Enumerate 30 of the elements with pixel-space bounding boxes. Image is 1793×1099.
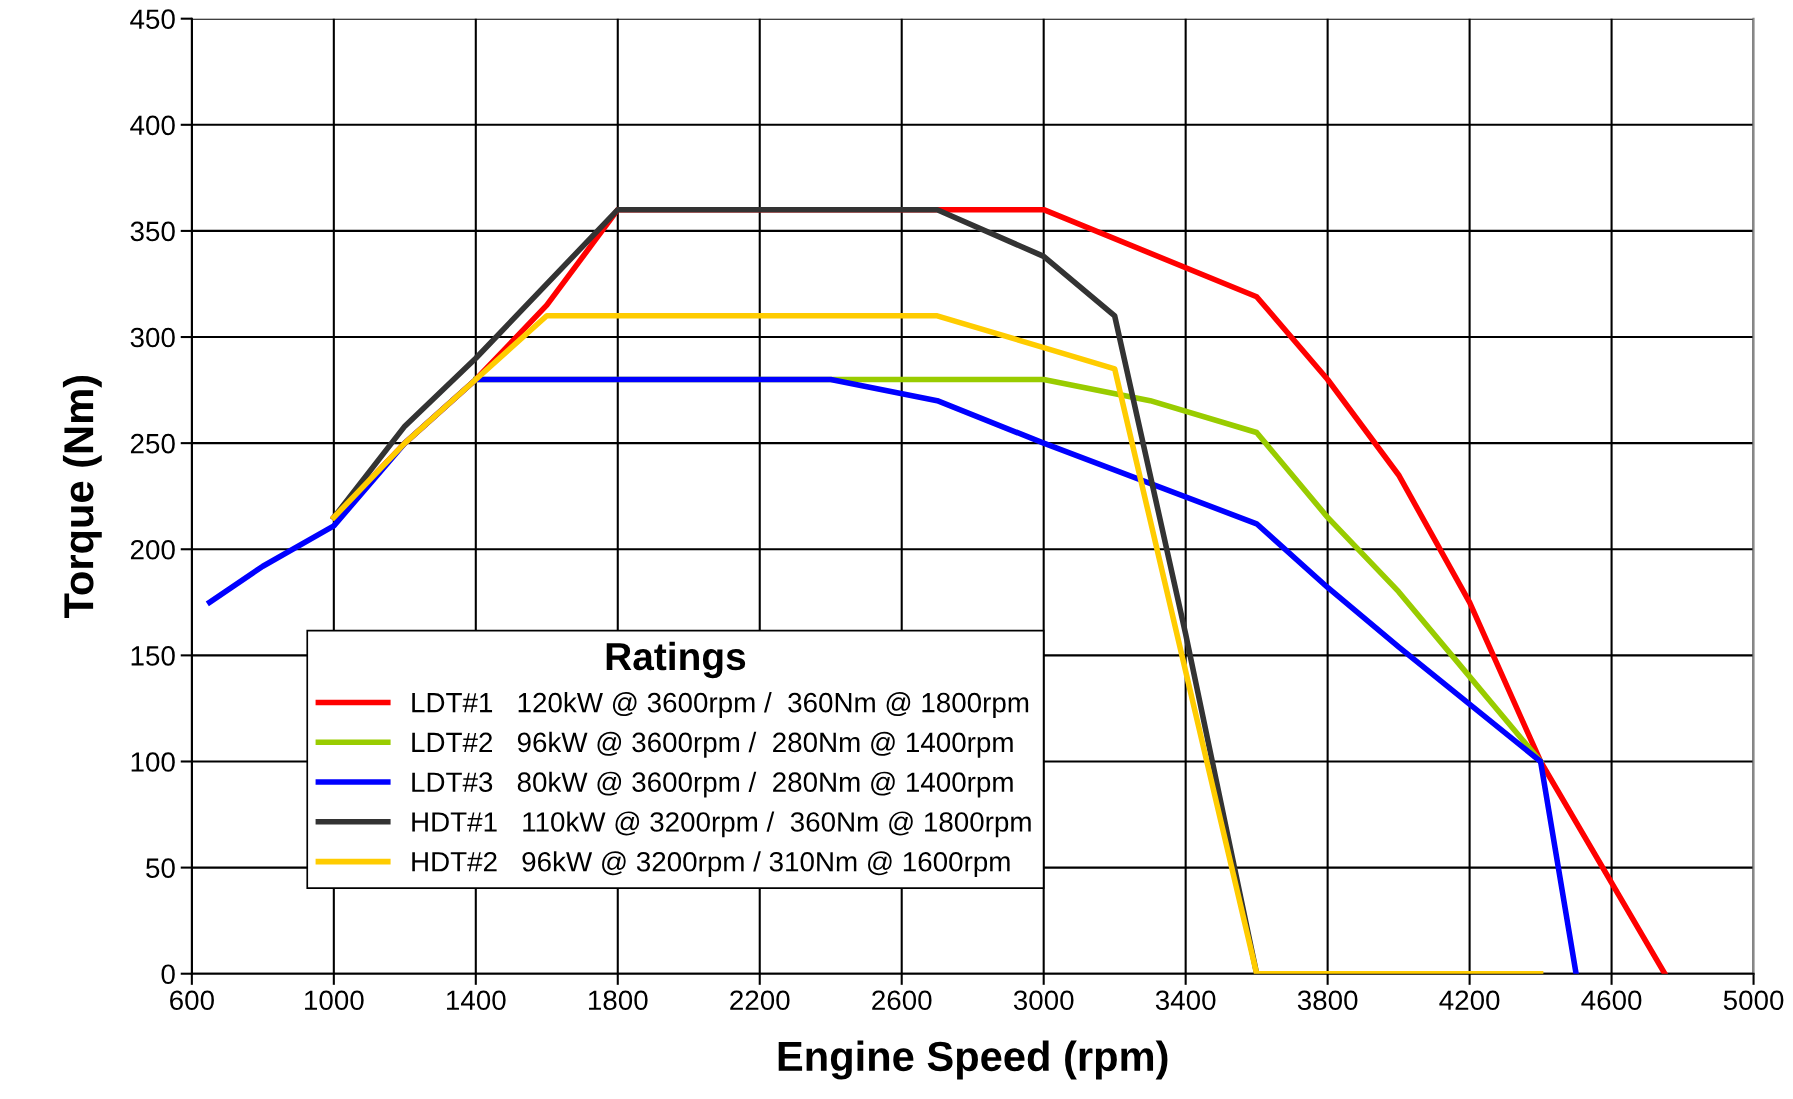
legend-title: Ratings <box>606 641 746 679</box>
y-tick-label: 400 <box>130 115 175 136</box>
legend-label: HDT#2 96kW @ 3200rpm / 310Nm @ 1600rpm <box>412 851 1010 878</box>
y-tick-label: 200 <box>130 539 175 560</box>
y-tick-label: 350 <box>130 221 175 242</box>
x-tick-label: 1400 <box>447 990 506 1011</box>
y-tick-label: 50 <box>146 858 175 878</box>
x-tick-label: 1800 <box>588 990 648 1011</box>
y-tick-label: 300 <box>130 327 175 348</box>
legend-label: LDT#1 120kW @ 3600rpm / 360Nm @ 1800rpm <box>412 692 1029 718</box>
x-tick-label: 600 <box>170 990 214 1011</box>
x-axis-title: Engine Speed (rpm) <box>778 1040 1168 1080</box>
y-tick-label: 450 <box>130 9 175 30</box>
y-tick-label: 150 <box>131 646 175 666</box>
x-tick-label: 2600 <box>872 990 932 1011</box>
x-tick-label: 4200 <box>1439 990 1500 1011</box>
y-tick-label: 0 <box>161 964 175 985</box>
y-tick-label: 100 <box>131 752 175 772</box>
x-tick-label: 3800 <box>1297 990 1358 1011</box>
x-tick-label: 3000 <box>1013 990 1074 1011</box>
x-tick-label: 5000 <box>1723 990 1784 1011</box>
x-tick-label: 4600 <box>1581 990 1642 1011</box>
legend-label: HDT#1 110kW @ 3200rpm / 360Nm @ 1800rpm <box>412 811 1031 838</box>
y-tick-label: 250 <box>130 433 175 454</box>
legend-label: LDT#2 96kW @ 3600rpm / 280Nm @ 1400rpm <box>412 731 1013 758</box>
x-tick-label: 3400 <box>1155 990 1216 1011</box>
x-tick-label: 1000 <box>305 990 364 1011</box>
legend-label: LDT#3 80kW @ 3600rpm / 280Nm @ 1400rpm <box>412 771 1013 798</box>
x-tick-label: 2200 <box>730 990 790 1011</box>
y-axis-title: Torque (Nm) <box>62 375 102 619</box>
